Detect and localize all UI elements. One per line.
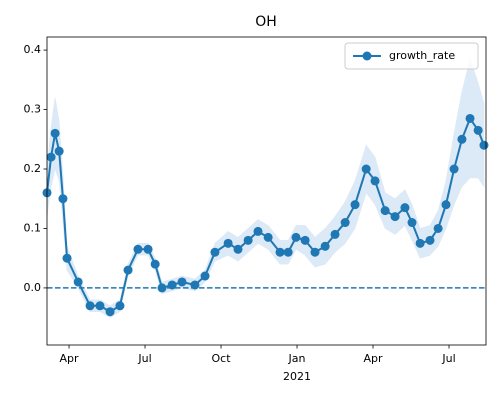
- data-point: [200, 271, 210, 281]
- x-tick-label: Jul: [137, 352, 151, 365]
- legend: growth_rate: [344, 42, 479, 70]
- data-point: [62, 253, 72, 263]
- data-point: [177, 277, 187, 287]
- data-point: [123, 265, 133, 275]
- data-point: [263, 232, 273, 242]
- confidence-band: [445, 133, 455, 229]
- data-point: [253, 226, 263, 236]
- legend-marker: [362, 51, 372, 61]
- data-point: [190, 280, 200, 290]
- data-point: [46, 152, 56, 162]
- data-point: [275, 247, 285, 257]
- data-point: [243, 235, 253, 245]
- data-point: [390, 212, 400, 222]
- data-point: [143, 244, 153, 254]
- data-point: [330, 229, 340, 239]
- data-point: [407, 218, 417, 228]
- data-point: [233, 244, 243, 254]
- data-point: [473, 125, 483, 135]
- data-point: [85, 301, 95, 311]
- y-tick-label: 0.1: [24, 221, 42, 234]
- data-point: [300, 235, 310, 245]
- data-point: [167, 280, 177, 290]
- x-tick-label: Oct: [212, 352, 232, 365]
- legend-label: growth_rate: [389, 49, 455, 62]
- y-tick-label: 0.4: [24, 43, 42, 56]
- x-tick-label: Jan: [288, 352, 306, 365]
- data-point: [370, 176, 380, 186]
- x-year-label: 2021: [283, 370, 311, 383]
- legend-box: [344, 42, 479, 70]
- data-point: [50, 128, 60, 138]
- plot-area: [42, 58, 489, 319]
- data-point: [150, 259, 160, 269]
- data-point: [465, 113, 475, 123]
- axes-frame: [46, 36, 487, 346]
- data-point: [449, 164, 459, 174]
- chart-title: OH: [255, 14, 277, 30]
- data-point: [157, 283, 167, 293]
- data-point: [58, 194, 68, 204]
- y-tick-label: 0.3: [24, 103, 42, 116]
- data-point: [310, 247, 320, 257]
- data-point: [457, 134, 467, 144]
- x-tick-label: Jul: [441, 352, 455, 365]
- data-point: [340, 218, 350, 228]
- data-point: [115, 301, 125, 311]
- data-line: [46, 116, 485, 313]
- confidence-band: [477, 82, 485, 188]
- y-tick-label: 0.2: [24, 162, 42, 175]
- data-point: [415, 238, 425, 248]
- data-point: [320, 241, 330, 251]
- data-point: [433, 223, 443, 233]
- data-point: [223, 238, 233, 248]
- y-tick-label: 0.0: [24, 281, 42, 294]
- data-point: [95, 301, 105, 311]
- data-point: [361, 164, 371, 174]
- confidence-band: [453, 91, 463, 205]
- data-point: [291, 232, 301, 242]
- data-point: [479, 140, 489, 150]
- data-point: [380, 206, 390, 216]
- data-point: [133, 244, 143, 254]
- data-point: [210, 247, 220, 257]
- data-point: [425, 235, 435, 245]
- x-tick-label: Apr: [364, 352, 384, 365]
- x-tick-label: Apr: [60, 352, 80, 365]
- data-point: [283, 247, 293, 257]
- data-point: [350, 200, 360, 210]
- data-point: [441, 200, 451, 210]
- data-point: [105, 307, 115, 317]
- data-point: [54, 146, 64, 156]
- data-point: [73, 277, 83, 287]
- data-point: [400, 203, 410, 213]
